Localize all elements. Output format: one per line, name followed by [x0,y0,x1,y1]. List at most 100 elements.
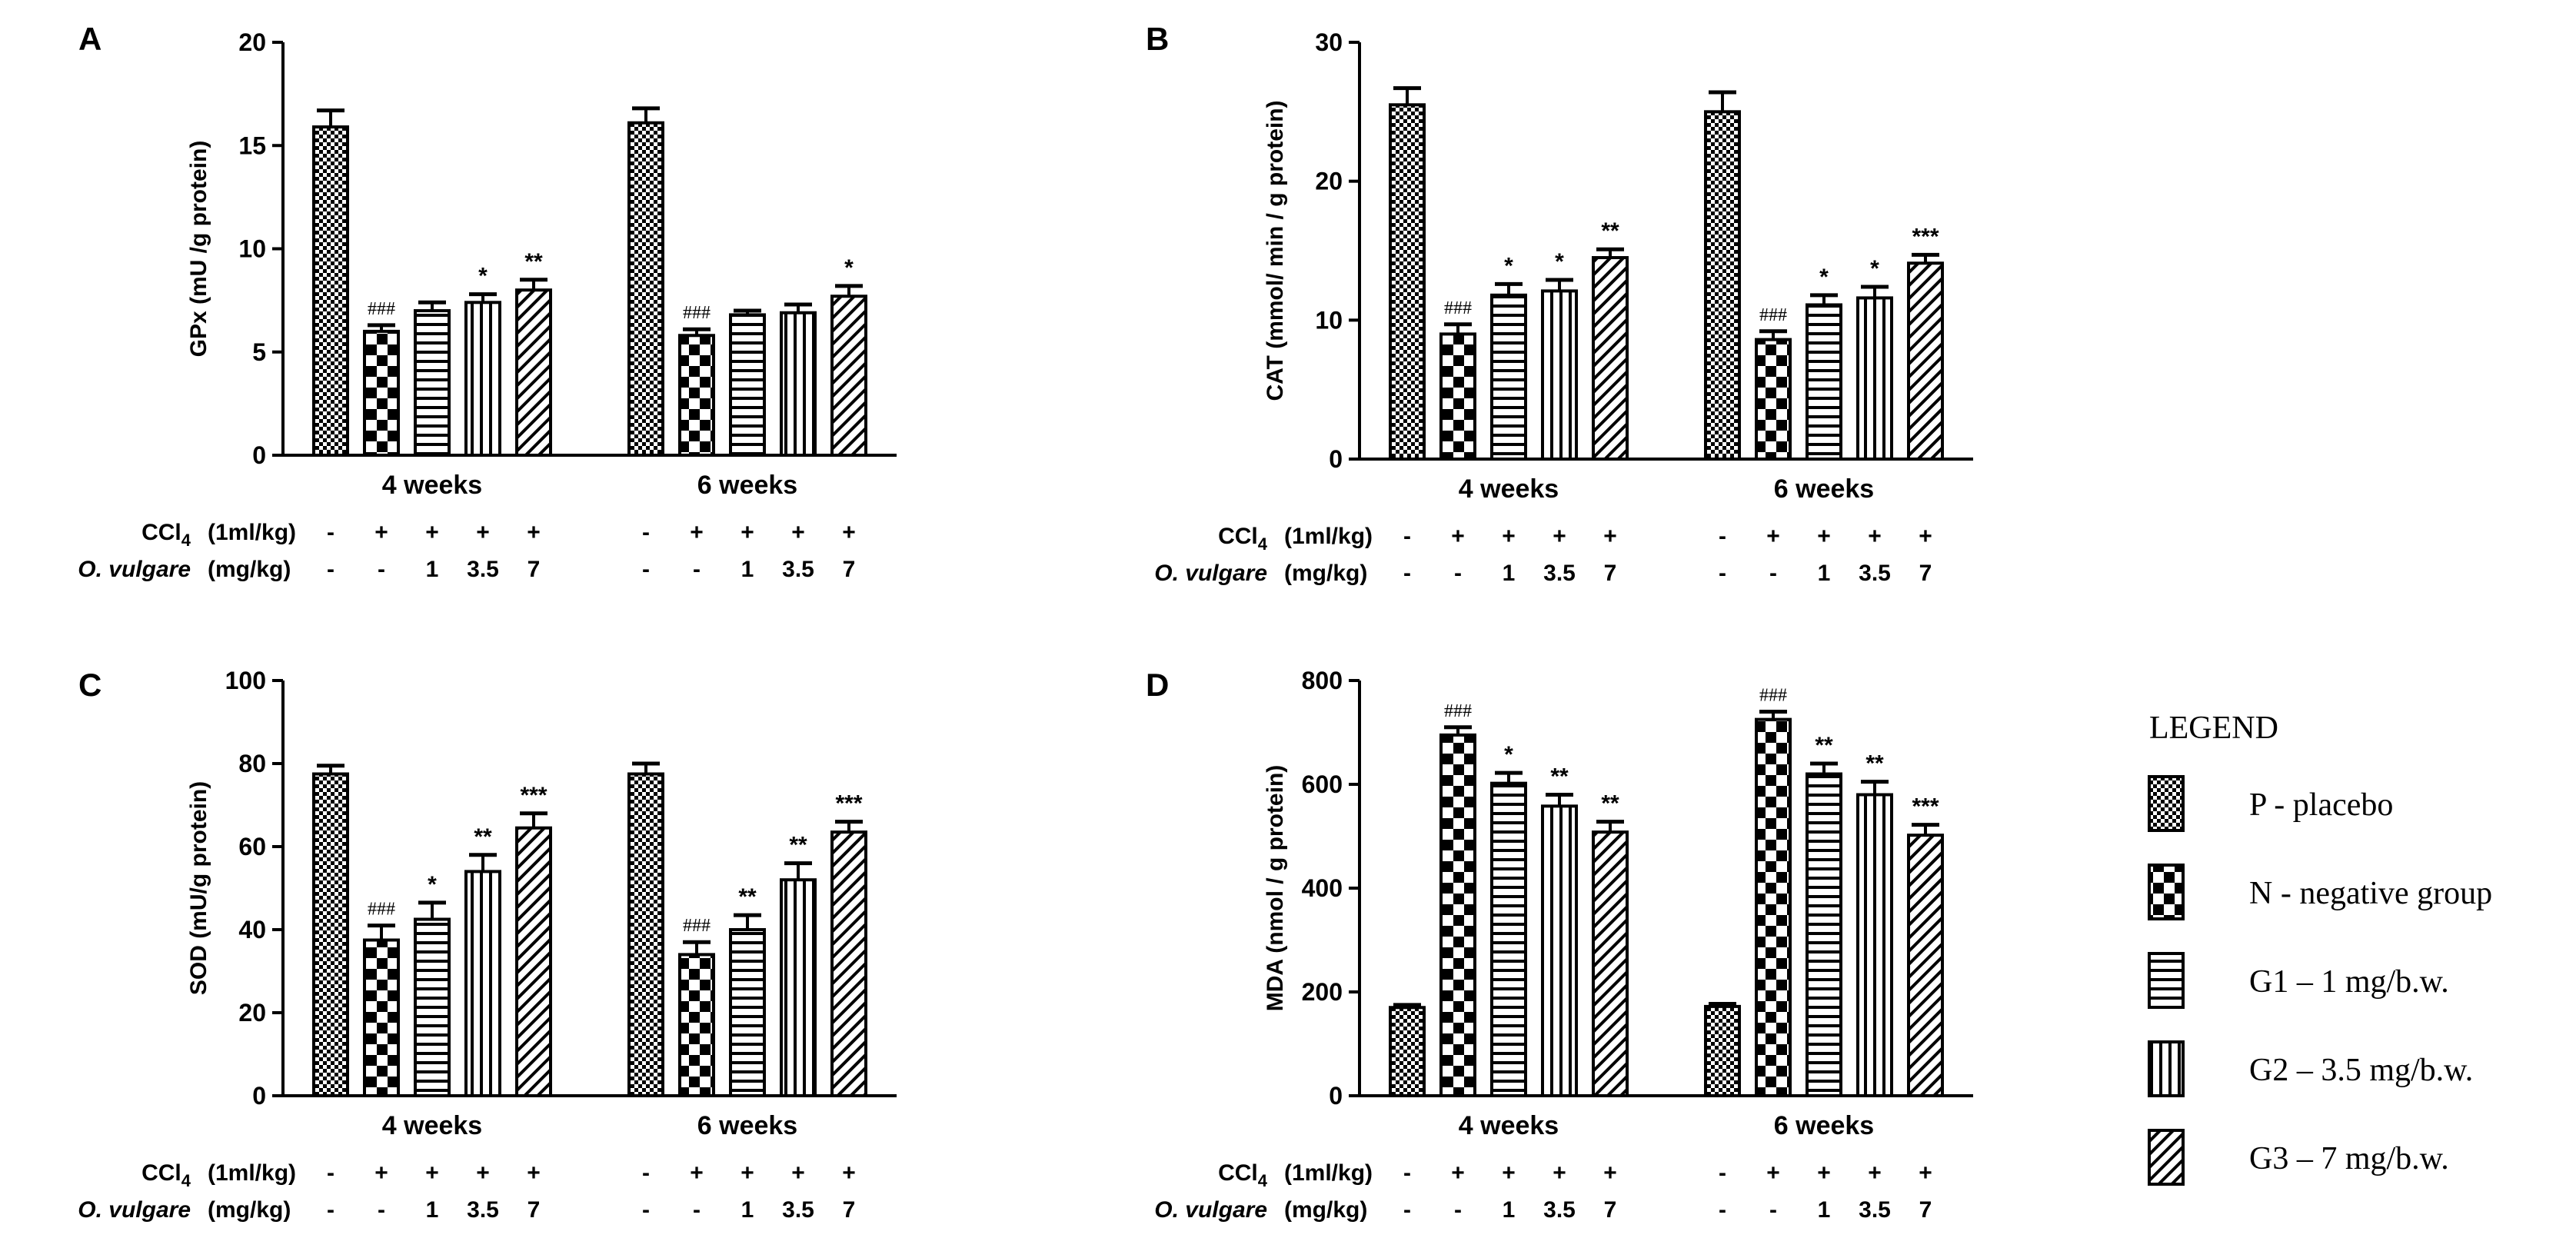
treatment-value: + [791,1160,805,1186]
treatment-value: 3.5 [467,1197,499,1223]
legend-item: N - negative group [2148,864,2492,920]
y-tick-label: 0 [1329,1082,1343,1110]
panel-letter: C [78,667,102,703]
y-tick-label: 0 [1329,445,1343,473]
significance-marker: ### [683,303,711,323]
panel-letter: B [1146,21,1169,57]
treatment-value: - [1719,561,1726,586]
bar-g3 [1907,834,1944,1098]
y-tick-label: 100 [225,667,266,694]
treatment-value: + [1817,524,1831,549]
legend-swatch [2148,1129,2185,1186]
y-tick-label: 400 [1302,874,1343,902]
treatment-value: - [642,1160,650,1186]
bar-g2 [1856,793,1893,1097]
treatment-value: - [378,1197,385,1223]
treatment-value: 1 [741,1197,754,1223]
legend-label: P - placebo [2249,787,2393,823]
x-category-label: 6 weeks [697,1111,797,1140]
treatment-value: + [1868,1160,1882,1186]
bar-g3 [515,826,552,1097]
significance-marker: ** [1601,218,1619,244]
treatment-label: CCl4 [141,520,191,550]
treatment-value: - [1403,561,1411,586]
treatment-value: 3.5 [782,1197,814,1223]
bar-g2 [464,870,501,1098]
treatment-value: + [476,520,490,545]
treatment-value: - [1719,524,1726,549]
treatment-unit: (mg/kg) [208,557,291,582]
treatment-value: 1 [1818,1197,1831,1223]
treatment-value: - [1769,1197,1777,1223]
significance-marker: * [844,255,854,281]
treatment-value: - [1454,1197,1462,1223]
bar-g3 [1592,830,1629,1097]
x-category-label: 4 weeks [1459,474,1559,504]
treatment-value: + [527,520,541,545]
significance-marker: * [478,264,488,289]
significance-marker: ** [474,824,492,850]
treatment-value: + [842,1160,856,1186]
bar-g2 [1856,296,1893,461]
treatment-value: - [327,1160,334,1186]
bar-g3 [1592,256,1629,461]
significance-marker: *** [520,783,547,808]
treatment-value: 3.5 [467,557,499,582]
bar-g1 [729,928,766,1097]
bar-n [1755,338,1792,461]
legend-swatch [2148,864,2185,920]
treatment-value: 7 [528,1197,541,1223]
treatment-value: + [1451,1160,1465,1186]
treatment-value: - [1403,524,1411,549]
treatment-value: + [1553,524,1566,549]
treatment-unit: (mg/kg) [1284,1197,1367,1223]
treatment-value: + [690,520,704,545]
legend-swatch [2148,775,2185,832]
bar-p [1389,1006,1426,1097]
treatment-value: + [1502,524,1516,549]
x-category-label: 4 weeks [382,471,482,500]
treatment-value: - [327,1197,334,1223]
bar-p [627,772,664,1097]
y-axis-label: CAT (mmol/ min / g protein) [1263,100,1288,401]
y-tick-label: 800 [1302,667,1343,694]
treatment-label: CCl4 [141,1160,191,1190]
x-category-label: 6 weeks [697,471,797,500]
legend-item: G2 – 3.5 mg/b.w. [2148,1040,2473,1097]
panel-d: D MDA (nmol / g protein) 0 200 400 600 800 ### *… [1146,667,1973,1223]
y-tick-label: 40 [238,916,266,943]
treatment-value: - [1719,1197,1726,1223]
treatment-value: + [425,520,439,545]
bar-g1 [1490,293,1527,461]
treatment-value: + [1502,1160,1516,1186]
significance-marker: *** [1912,224,1939,249]
treatment-value: 1 [741,557,754,582]
treatment-value: - [1454,561,1462,586]
treatment-value: - [1719,1160,1726,1186]
significance-marker: *** [1912,794,1939,820]
treatment-value: - [693,1197,701,1223]
legend-item: G1 – 1 mg/b.w. [2148,952,2449,1009]
significance-marker: ### [1759,305,1787,325]
treatment-label: O. vulgare [1154,561,1267,586]
bar-p [1704,110,1741,461]
treatment-value: 3.5 [1859,1197,1891,1223]
significance-marker: ** [1815,733,1833,758]
bar-n [678,953,715,1098]
significance-marker: ** [789,833,807,858]
legend-title: LEGEND [2149,711,2278,746]
significance-marker: ** [1865,751,1884,777]
y-axis-label: MDA (nmol / g protein) [1263,765,1288,1012]
treatment-label: CCl4 [1218,1160,1268,1190]
significance-marker: ### [368,299,395,319]
bar-n [363,938,400,1097]
treatment-value: + [741,1160,754,1186]
bar-g1 [729,313,766,458]
treatment-value: 7 [843,1197,856,1223]
significance-marker: ### [1444,298,1472,318]
y-tick-label: 15 [238,131,266,159]
treatment-value: + [1451,524,1465,549]
treatment-value: 1 [1818,561,1831,586]
